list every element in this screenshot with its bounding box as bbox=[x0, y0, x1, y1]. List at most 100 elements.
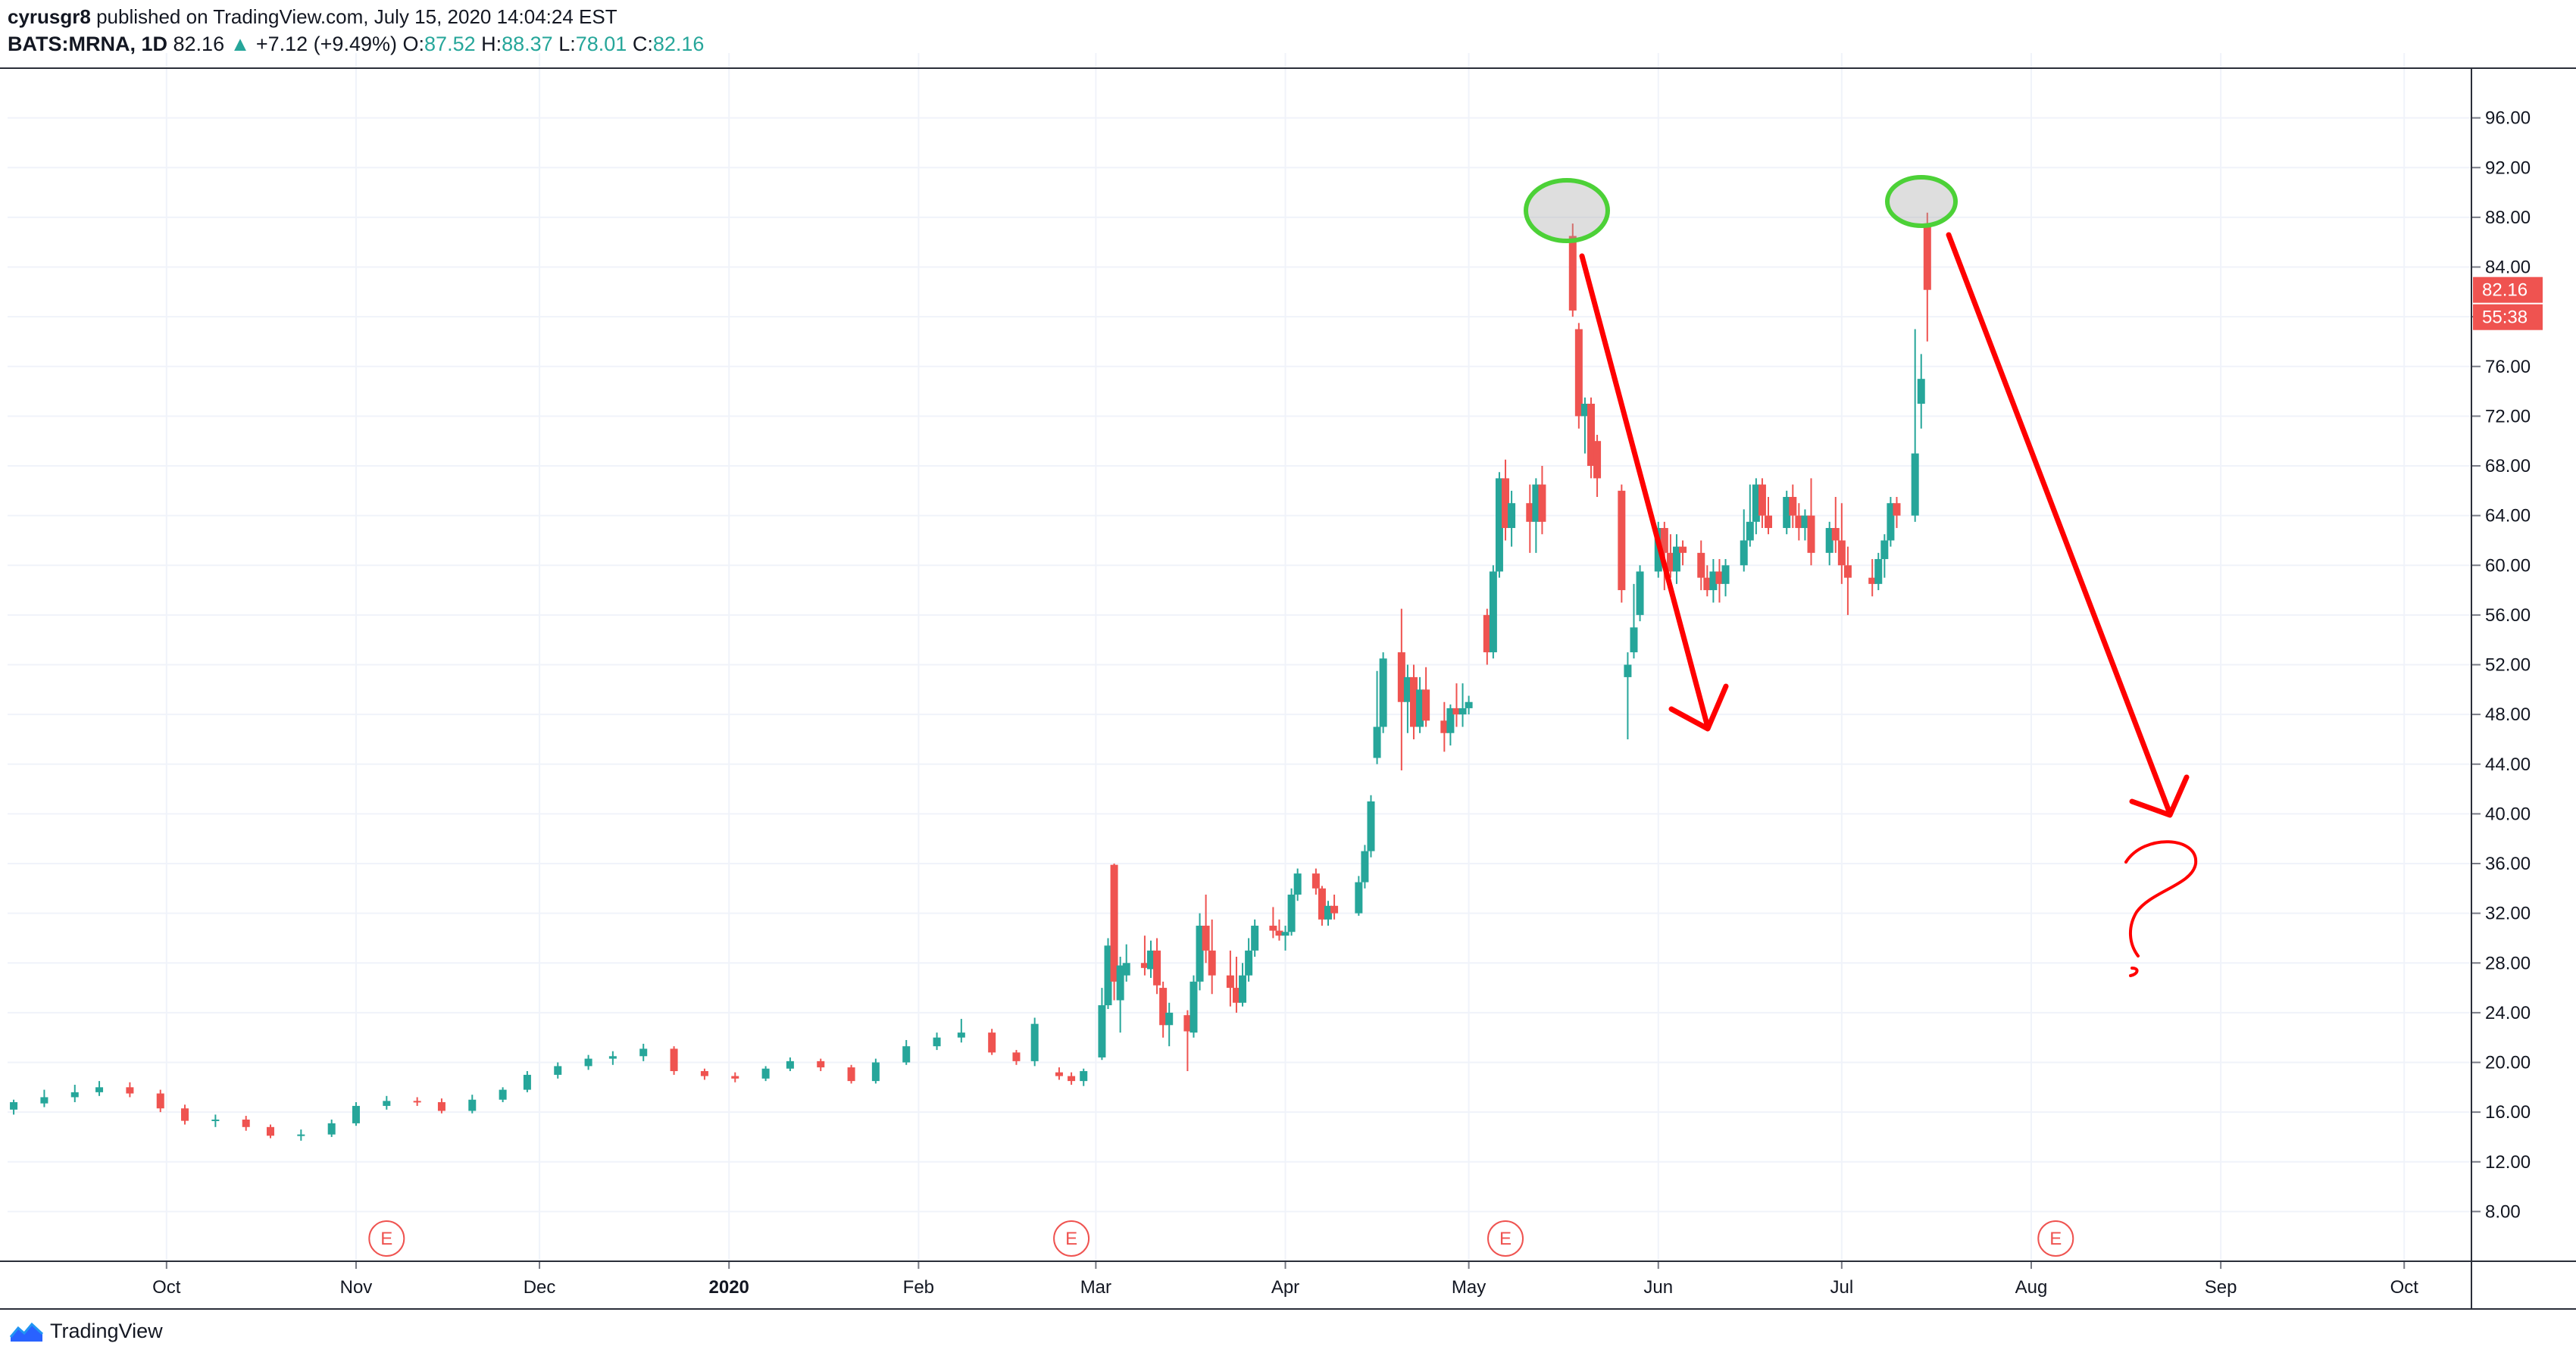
candle-up bbox=[1746, 484, 1754, 547]
candle-down bbox=[1422, 667, 1430, 727]
price-tick-label: 72.00 bbox=[2485, 406, 2531, 426]
candle-down bbox=[1923, 212, 1931, 342]
candle-body bbox=[1703, 577, 1712, 591]
price-tick-label: 56.00 bbox=[2485, 605, 2531, 626]
candle-up bbox=[584, 1054, 592, 1070]
highlight-ellipse-may-top[interactable] bbox=[1524, 178, 1610, 243]
candle-body bbox=[902, 1046, 911, 1063]
candle-down bbox=[1068, 1072, 1076, 1086]
last-price-tag-label: 82.16 bbox=[2482, 280, 2528, 301]
price-tick-label: 96.00 bbox=[2485, 108, 2531, 129]
symbol-legend: BATS:MRNA, 1D 82.16 ▲ +7.12 (+9.49%) O:8… bbox=[8, 30, 704, 58]
down-arrow-2[interactable] bbox=[1946, 232, 2190, 818]
candle-up bbox=[1446, 704, 1455, 746]
tradingview-logo-text: TradingView bbox=[50, 1320, 163, 1342]
candle-body bbox=[1202, 926, 1210, 951]
candle-down bbox=[126, 1082, 134, 1098]
tradingview-logo[interactable]: TradingView bbox=[9, 1320, 163, 1343]
candle-down bbox=[1202, 895, 1210, 964]
earnings-marker[interactable]: E bbox=[368, 1220, 405, 1257]
candle-body bbox=[1758, 484, 1766, 516]
candle-up bbox=[1532, 478, 1540, 553]
candle-body bbox=[639, 1048, 648, 1057]
candle-down bbox=[1618, 484, 1626, 603]
candle-up bbox=[1783, 490, 1791, 535]
time-tick-label: Sep bbox=[2205, 1277, 2237, 1298]
time-tick-label: Oct bbox=[2390, 1277, 2419, 1298]
candle-body bbox=[1697, 552, 1705, 578]
candle-body bbox=[1825, 528, 1834, 553]
candle-body bbox=[731, 1076, 739, 1079]
candle-body bbox=[1795, 515, 1803, 529]
price-tick-label: 32.00 bbox=[2485, 904, 2531, 924]
price-axis[interactable]: 96.0092.0088.0084.0080.0076.0072.0068.00… bbox=[2471, 68, 2531, 1309]
drawing-annotations bbox=[1524, 175, 2198, 977]
candle-up bbox=[1801, 509, 1809, 541]
candle-up bbox=[468, 1095, 477, 1114]
candle-body bbox=[1367, 801, 1375, 851]
price-tick-label: 64.00 bbox=[2485, 506, 2531, 526]
candle-body bbox=[1837, 540, 1846, 566]
question-mark-icon[interactable] bbox=[2124, 840, 2198, 957]
candle-down bbox=[1153, 938, 1161, 995]
candle-body bbox=[871, 1062, 880, 1082]
candle-body bbox=[1287, 895, 1296, 932]
candle-body bbox=[1226, 975, 1234, 989]
countdown-tag-label: 55:38 bbox=[2482, 308, 2528, 328]
earnings-marker[interactable]: E bbox=[1053, 1220, 1090, 1257]
candle-body bbox=[1831, 528, 1840, 541]
candle-up bbox=[1458, 683, 1467, 727]
candle-body bbox=[1098, 1005, 1106, 1057]
candle-body bbox=[1281, 932, 1290, 936]
candle-up bbox=[1416, 676, 1424, 733]
candle-body bbox=[786, 1061, 794, 1069]
candle-down bbox=[1483, 608, 1491, 665]
time-tick-label: Jun bbox=[1643, 1277, 1673, 1298]
candle-down bbox=[731, 1072, 739, 1082]
author-name[interactable]: cyrusgr8 bbox=[8, 5, 91, 28]
candle-up bbox=[70, 1085, 79, 1102]
candle-down bbox=[1502, 459, 1510, 541]
candle-down bbox=[413, 1097, 421, 1106]
earnings-marker[interactable]: E bbox=[1487, 1220, 1524, 1257]
candle-down bbox=[1183, 1010, 1192, 1071]
price-tick-label: 36.00 bbox=[2485, 854, 2531, 874]
candle-up bbox=[1104, 938, 1112, 1009]
candle-body bbox=[1104, 945, 1112, 1006]
candle-body bbox=[988, 1032, 996, 1053]
candle-down bbox=[1330, 895, 1339, 920]
highlight-ellipse-jul-top[interactable] bbox=[1885, 175, 1958, 228]
candle-body bbox=[957, 1032, 965, 1038]
candle-body bbox=[1397, 652, 1405, 702]
candle-body bbox=[383, 1101, 391, 1106]
candle-body bbox=[1146, 950, 1155, 970]
candle-body bbox=[1508, 503, 1516, 529]
candle-body bbox=[1122, 963, 1130, 976]
candle-up bbox=[1624, 652, 1632, 739]
time-tick-label: Apr bbox=[1271, 1277, 1299, 1298]
candle-body bbox=[1587, 403, 1595, 466]
candle-body bbox=[1789, 497, 1797, 516]
candle-up bbox=[327, 1119, 336, 1137]
earnings-marker[interactable]: E bbox=[2037, 1220, 2074, 1257]
time-axis[interactable]: Oct Nov Dec 2020 Feb Mar Apr May Jun Jul Aug Sep Oct bbox=[0, 67, 2576, 1310]
price-tick-label: 76.00 bbox=[2485, 357, 2531, 377]
candle-body bbox=[1311, 873, 1320, 889]
candle-body bbox=[933, 1037, 941, 1047]
publish-info: published on TradingView.com, July 15, 2… bbox=[90, 5, 617, 28]
price-tick-label: 12.00 bbox=[2485, 1152, 2531, 1173]
candle-body bbox=[1917, 379, 1925, 404]
candle-down bbox=[1452, 683, 1461, 727]
candle-down bbox=[1318, 886, 1326, 926]
candle-down bbox=[1789, 484, 1797, 529]
candle-body bbox=[1251, 926, 1259, 951]
candle-down bbox=[700, 1068, 708, 1080]
candle-down bbox=[1409, 664, 1418, 739]
down-arrow-1[interactable] bbox=[1579, 253, 1729, 732]
candle-up bbox=[1740, 509, 1748, 572]
candle-up bbox=[786, 1057, 794, 1071]
candle-up bbox=[957, 1019, 965, 1043]
candle-body bbox=[1502, 478, 1510, 529]
